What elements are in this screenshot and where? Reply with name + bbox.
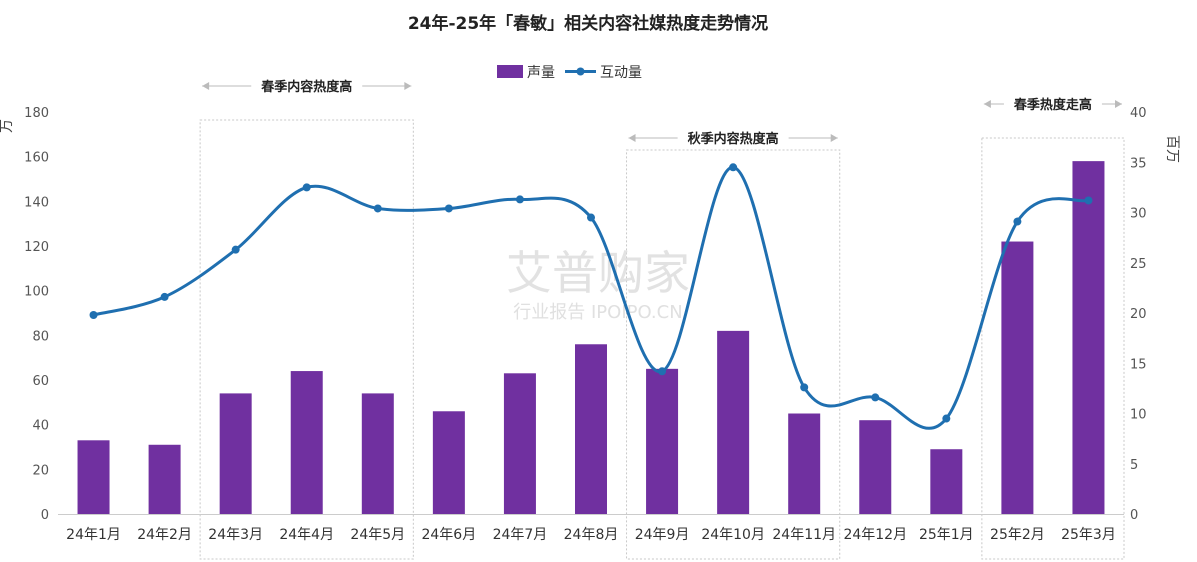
annotation-arrowhead-right	[404, 82, 412, 90]
y-left-tick-label: 80	[32, 329, 49, 344]
bar	[859, 420, 892, 514]
bar	[290, 371, 323, 514]
bar	[361, 393, 394, 514]
line-point	[231, 245, 240, 254]
chart-title: 24年-25年「春敏」相关内容社媒热度走势情况	[408, 13, 768, 34]
x-tick-label: 24年7月	[493, 527, 548, 543]
legend-line-dot	[576, 67, 585, 76]
line-point	[587, 213, 595, 222]
watermark: 艾普购家 行业报告 IPOIPO.CN	[506, 246, 690, 323]
x-tick-label: 24年6月	[421, 527, 476, 543]
line-point	[942, 414, 951, 423]
x-axis-ticks: 24年1月 24年2月 24年3月 24年4月 24年5月 24年6月 24年7月 24年8月…	[66, 527, 1116, 543]
watermark-logo-text: 艾普购家	[506, 246, 690, 300]
line-point	[302, 183, 311, 192]
x-tick-label: 25年1月	[919, 527, 974, 543]
bar	[148, 444, 181, 514]
line-series-path	[93, 165, 1089, 430]
y-right-tick-label: 40	[1130, 106, 1147, 121]
x-tick-label: 24年4月	[279, 527, 334, 543]
y-right-tick-label: 30	[1130, 207, 1147, 222]
bar	[717, 330, 750, 514]
bar	[77, 440, 110, 514]
bar-series	[77, 161, 1105, 515]
annotation-arrowhead-left	[202, 82, 210, 90]
y-left-tick-label: 180	[24, 106, 49, 121]
line-point	[729, 163, 738, 172]
x-tick-label: 24年12月	[843, 527, 907, 543]
x-tick-label: 24年3月	[208, 527, 263, 543]
annotation-box	[626, 149, 841, 560]
y-axis-right-label: 百万	[1164, 135, 1180, 163]
x-tick-label: 24年1月	[66, 527, 121, 543]
y-right-tick-label: 0	[1130, 508, 1138, 523]
y-left-tick-label: 160	[24, 151, 49, 166]
y-right-tick-label: 10	[1130, 408, 1147, 423]
bar	[930, 449, 963, 514]
y-right-tick-label: 20	[1130, 307, 1147, 322]
y-left-tick-label: 140	[24, 195, 49, 210]
y-right-tick-label: 35	[1130, 156, 1147, 171]
y-right-tick-label: 5	[1130, 458, 1138, 473]
annotation-arrowhead-left	[983, 100, 991, 108]
bar	[646, 368, 679, 514]
bar	[1072, 161, 1105, 514]
line-point	[89, 311, 98, 320]
line-point	[515, 195, 524, 204]
x-tick-label: 25年3月	[1061, 527, 1116, 543]
y-left-tick-label: 60	[32, 374, 49, 389]
line-point	[871, 393, 880, 402]
x-tick-label: 25年2月	[990, 527, 1045, 543]
x-tick-label: 24年9月	[635, 527, 690, 543]
bar	[1001, 241, 1034, 515]
y-axis-left-ticks: 0 20 40 60 80 100 120 140 160 180	[24, 106, 49, 523]
line-point	[658, 367, 667, 376]
annotation-arrowhead-left	[628, 134, 636, 142]
x-tick-label: 24年8月	[564, 527, 619, 543]
annotation-box	[199, 119, 414, 560]
bar	[219, 393, 252, 514]
bar	[432, 411, 465, 514]
annotation-arrowhead-right	[830, 134, 838, 142]
line-series	[89, 163, 1093, 430]
line-point	[1084, 196, 1093, 205]
y-left-tick-label: 120	[24, 240, 49, 255]
line-point	[373, 204, 382, 213]
y-right-tick-label: 15	[1130, 357, 1147, 372]
legend: 声量 互动量	[497, 65, 642, 81]
x-tick-label: 24年11月	[772, 527, 836, 543]
x-tick-label: 24年2月	[137, 527, 192, 543]
bar	[503, 373, 536, 514]
annotation-label: 春季内容热度高	[260, 79, 352, 95]
annotation-label: 春季热度走高	[1013, 97, 1092, 113]
y-left-tick-label: 100	[24, 285, 49, 300]
line-point	[444, 204, 453, 213]
x-tick-label: 24年10月	[701, 527, 765, 543]
y-axis-left-label: 万	[0, 119, 15, 133]
annotation-box	[981, 137, 1125, 560]
annotation-label: 秋季内容热度高	[688, 131, 779, 147]
y-left-tick-label: 40	[32, 419, 49, 434]
bar	[788, 413, 821, 514]
y-left-tick-label: 20	[32, 463, 49, 478]
legend-line-label: 互动量	[600, 65, 642, 81]
annotation-arrowhead-right	[1115, 100, 1122, 108]
y-axis-right-ticks: 0 5 10 15 20 25 30 35 40	[1130, 106, 1147, 523]
y-left-tick-label: 0	[41, 508, 49, 523]
legend-bar-label: 声量	[527, 65, 555, 81]
line-point	[1013, 217, 1022, 226]
bar	[575, 344, 607, 514]
line-point	[160, 292, 169, 301]
y-right-tick-label: 25	[1130, 257, 1147, 272]
x-tick-label: 24年5月	[350, 527, 405, 543]
line-point	[800, 383, 809, 392]
legend-bar-swatch	[497, 65, 523, 78]
watermark-subtext: 行业报告 IPOIPO.CN	[513, 302, 682, 323]
